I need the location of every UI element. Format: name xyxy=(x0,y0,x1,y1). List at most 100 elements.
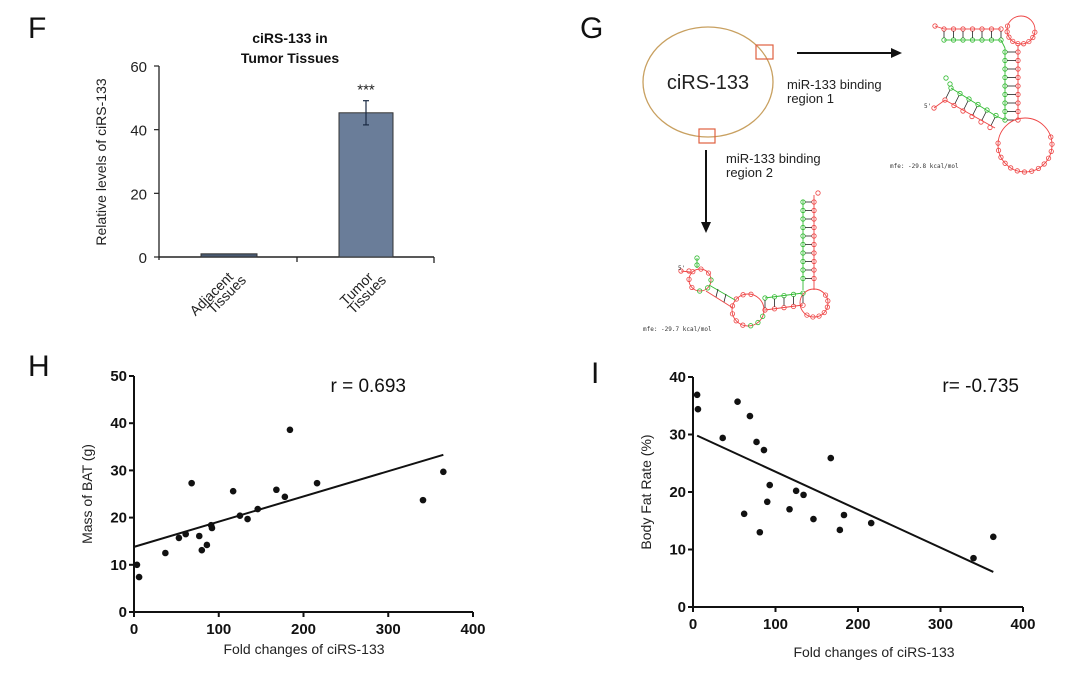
nucleotide xyxy=(755,319,761,326)
chart-f-bar xyxy=(200,253,258,258)
chart-i-data-point xyxy=(763,498,771,506)
nucleotide xyxy=(705,285,711,291)
chart-f-y-tick-label: 0 xyxy=(139,250,147,267)
chart-h-xlabel: Fold changes of ciRS-133 xyxy=(223,641,384,657)
chart-h-y-tick-label: 20 xyxy=(110,510,127,527)
internal-loop xyxy=(731,293,765,327)
chart-h-data-point xyxy=(286,426,294,434)
chart-i-data-point xyxy=(746,412,754,420)
chart-h-data-point xyxy=(198,546,206,554)
chart-i-x-tick-label: 200 xyxy=(845,616,870,633)
backbone xyxy=(944,99,996,129)
chart-i-data-point xyxy=(810,515,817,523)
chart-h-x-tick-label: 300 xyxy=(376,621,401,638)
nucleotide xyxy=(1029,168,1035,174)
chart-f-title-line2: Tumor Tissues xyxy=(241,50,340,66)
nucleotide xyxy=(993,112,999,119)
chart-h-data-point xyxy=(208,524,216,532)
region-1-label-line2: region 1 xyxy=(787,91,834,106)
nucleotide xyxy=(1048,134,1054,140)
chart-h-ylabel: Mass of BAT (g) xyxy=(79,444,95,544)
nucleotide xyxy=(815,190,821,196)
chart-i-data-point xyxy=(867,519,875,527)
chart-f-ylabel: Relative levels of ciRS-133 xyxy=(93,78,109,246)
five-prime-label-1: 5' xyxy=(924,103,931,110)
chart-h-data-point xyxy=(281,493,289,501)
nucleotide xyxy=(729,311,736,317)
nucleotide xyxy=(1002,160,1008,166)
chart-h-data-point xyxy=(313,479,321,487)
binding-region-2-box xyxy=(698,128,716,144)
internal-loop xyxy=(997,117,1053,173)
chart-i-data-point xyxy=(693,391,701,399)
chart-h-data-point xyxy=(419,496,427,504)
backbone xyxy=(933,99,946,109)
chart-h-y-tick-label: 40 xyxy=(110,415,127,432)
backbone xyxy=(934,25,945,30)
mfe-2-label: mfe: -29.7 kcal/mol xyxy=(643,326,712,333)
chart-h-data-point xyxy=(182,530,189,538)
chart-h-data-point xyxy=(203,541,211,549)
chart-h-y-tick-label: 50 xyxy=(110,368,127,385)
backbone xyxy=(1000,39,1006,49)
chart-h-x-tick-label: 400 xyxy=(460,621,485,638)
chart-i-x-tick-label: 0 xyxy=(689,616,697,633)
chart-h-regression-line xyxy=(133,453,444,548)
chart-i-y-tick-label: 40 xyxy=(669,369,686,386)
backbone xyxy=(708,284,736,301)
chart-h-data-point xyxy=(188,479,195,487)
chart-f-y-tick-label: 40 xyxy=(130,123,147,140)
chart-f-significance-label: *** xyxy=(357,82,375,99)
region-2-label-line1: miR-133 binding xyxy=(726,151,821,166)
nucleotide xyxy=(740,292,746,298)
chart-i-data-point xyxy=(756,528,764,536)
nucleotide xyxy=(1035,165,1042,172)
panel-label-f: F xyxy=(28,12,46,45)
nucleotide xyxy=(942,97,948,103)
chart-h-data-point xyxy=(244,515,251,523)
binding-region-1-box xyxy=(755,44,774,60)
backbone xyxy=(715,288,719,298)
nucleotide xyxy=(966,96,972,102)
bar-chart-f: ciRS-133 in Tumor Tissues Relative level… xyxy=(93,30,435,319)
nucleotide xyxy=(705,270,712,276)
scatter-chart-i: Body Fat Rate (%) Fold changes of ciRS-1… xyxy=(638,369,1036,660)
five-prime-label-2: 5' xyxy=(678,265,685,272)
nucleotide xyxy=(975,101,981,108)
chart-h-data-point xyxy=(229,487,237,495)
chart-h-data-point xyxy=(254,505,262,513)
chart-i-data-point xyxy=(760,446,768,454)
nucleotide xyxy=(1041,161,1047,167)
chart-i-ylabel: Body Fat Rate (%) xyxy=(638,434,654,549)
backbone xyxy=(680,270,691,273)
panel-label-i: I xyxy=(591,357,599,390)
chart-i-y-tick-label: 10 xyxy=(669,542,686,559)
nucleotide xyxy=(733,318,739,324)
nucleotide xyxy=(697,288,703,294)
chart-i-data-point xyxy=(740,510,748,518)
chart-h-data-point xyxy=(273,486,280,494)
nucleotide xyxy=(748,323,754,329)
nucleotide xyxy=(1014,168,1020,174)
backbone xyxy=(972,106,978,115)
chart-h-y-tick-label: 0 xyxy=(119,604,127,621)
panel-label-h: H xyxy=(28,350,50,383)
backbone xyxy=(990,117,996,126)
chart-i-data-point xyxy=(786,505,793,513)
nucleotide xyxy=(1008,165,1014,171)
chart-i-data-point xyxy=(970,554,977,562)
nucleotide xyxy=(995,140,1001,146)
chart-h-data-point xyxy=(133,561,141,569)
chart-f-title-line1: ciRS-133 in xyxy=(252,30,327,46)
nucleotide xyxy=(1004,23,1011,29)
nucleotide xyxy=(690,269,696,275)
circrna-label: ciRS-133 xyxy=(667,72,749,94)
nucleotide xyxy=(995,147,1002,154)
nucleotide xyxy=(740,322,746,328)
circrna-circle xyxy=(642,26,774,138)
nucleotide xyxy=(1010,38,1016,44)
chart-i-regression-line xyxy=(696,434,994,573)
chart-i-x-tick-label: 400 xyxy=(1010,616,1035,633)
backbone xyxy=(981,111,987,121)
